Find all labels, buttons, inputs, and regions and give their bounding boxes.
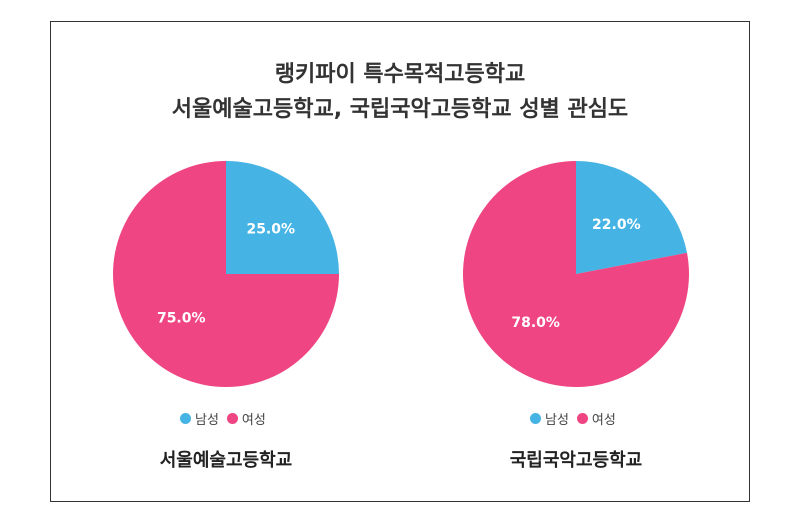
legend-label-male: 남성 <box>195 412 219 428</box>
legend-swatch-female <box>576 412 588 424</box>
legend-label-female: 여성 <box>591 412 616 428</box>
pie-title-seoul-arts: 서울예술고등학교 <box>159 450 293 471</box>
legend-swatch-female <box>226 412 238 424</box>
pie-data-label-male: 22.0% <box>592 217 641 233</box>
chart-title-line2: 서울예술고등학교, 국립국악고등학교 성별 관심도 <box>171 97 629 122</box>
legend-item-male: 남성 <box>180 409 219 428</box>
pie-data-label-male: 25.0% <box>246 221 295 237</box>
legend-item-female: 여성 <box>576 409 616 428</box>
pie-slice-male <box>226 161 339 274</box>
legend-item-female: 여성 <box>226 409 266 428</box>
pie-slice-female <box>113 161 339 387</box>
pie-chart-gugak: 22.0% 78.0% <box>463 161 689 387</box>
pie-slice-female <box>463 161 689 387</box>
pie-data-label-female: 78.0% <box>511 315 560 331</box>
legend-item-male: 남성 <box>530 409 569 428</box>
pie-chart-seoul-arts: 25.0% 75.0% <box>113 161 339 387</box>
legend-swatch-male <box>180 412 191 424</box>
legend-swatch-male <box>530 412 541 424</box>
chart-title-line1: 랭키파이 특수목적고등학교 <box>274 62 526 87</box>
legend-label-female: 여성 <box>241 412 266 428</box>
pie-slice-male <box>576 161 687 274</box>
legend-gugak: 남성 여성 <box>530 408 624 428</box>
pie-title-gugak: 국립국악고등학교 <box>509 450 643 471</box>
pie-data-label-female: 75.0% <box>157 311 206 327</box>
legend-label-male: 남성 <box>545 412 569 428</box>
legend-seoul-arts: 남성 여성 <box>180 408 274 428</box>
